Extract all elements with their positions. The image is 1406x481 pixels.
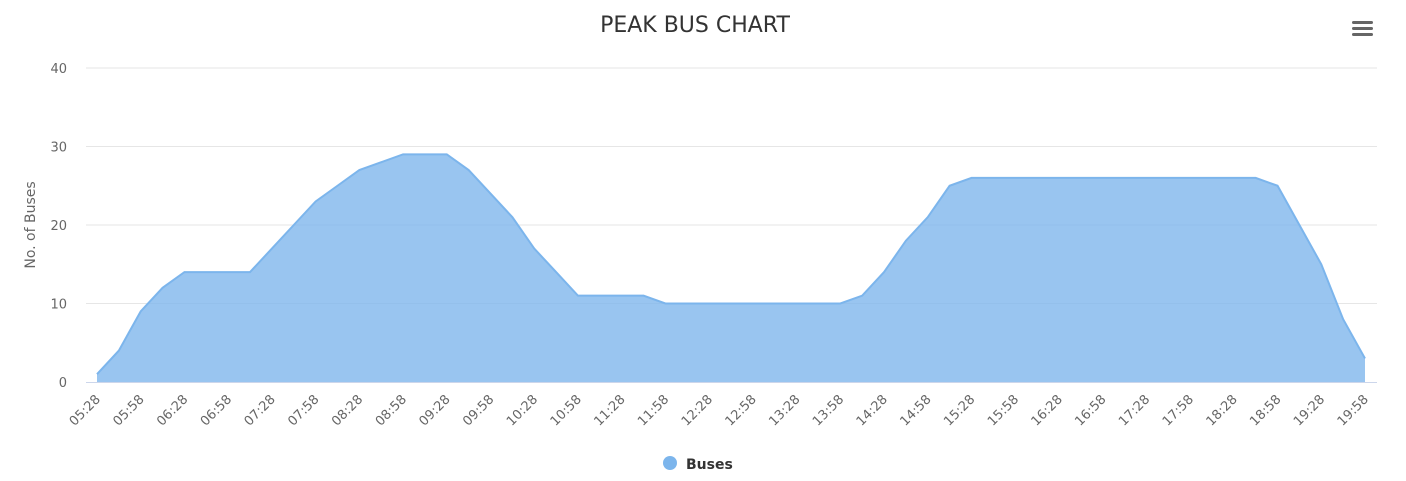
x-tick-label: 17:28 (1116, 392, 1153, 429)
menu-bar (1352, 21, 1373, 24)
x-tick-label: 19:58 (1335, 392, 1372, 429)
y-axis-ticks: 0 10 20 30 40 (50, 62, 67, 391)
x-tick-label: 09:28 (417, 392, 454, 429)
x-tick-label: 06:58 (198, 392, 235, 429)
x-tick-label: 10:28 (504, 392, 541, 429)
y-axis-label: No. of Buses (23, 181, 39, 268)
legend-swatch-buses (663, 456, 677, 470)
x-tick-label: 07:58 (285, 392, 322, 429)
x-tick-label: 16:28 (1029, 392, 1066, 429)
legend[interactable]: Buses (663, 456, 733, 473)
y-tick-label: 10 (50, 298, 67, 313)
area-fill-buses (97, 154, 1365, 382)
x-tick-label: 13:28 (766, 392, 803, 429)
menu-bar (1352, 33, 1373, 36)
x-tick-label: 10:58 (548, 392, 585, 429)
x-tick-label: 05:58 (110, 392, 147, 429)
x-tick-label: 17:58 (1160, 392, 1197, 429)
x-tick-label: 16:58 (1072, 392, 1109, 429)
series-area-buses[interactable] (96, 153, 1366, 382)
y-tick-label: 20 (50, 219, 67, 234)
x-tick-label: 18:58 (1247, 392, 1284, 429)
x-tick-label: 14:28 (854, 392, 891, 429)
x-tick-label: 11:28 (591, 392, 628, 429)
x-tick-label: 11:58 (635, 392, 672, 429)
x-tick-label: 12:58 (723, 392, 760, 429)
x-tick-label: 08:28 (329, 392, 366, 429)
legend-label-buses[interactable]: Buses (686, 457, 733, 473)
y-tick-label: 40 (50, 62, 67, 77)
x-tick-label: 18:28 (1204, 392, 1241, 429)
y-tick-label: 30 (50, 141, 67, 156)
x-tick-label: 06:28 (154, 392, 191, 429)
x-tick-label: 12:28 (679, 392, 716, 429)
x-tick-label: 19:28 (1291, 392, 1328, 429)
chart-title: PEAK BUS CHART (600, 13, 790, 38)
x-axis: 05:28 05:58 06:28 06:58 07:28 07:58 08:28 08:58… (67, 382, 1377, 429)
x-tick-label: 05:28 (67, 392, 104, 429)
y-tick-label: 0 (59, 376, 67, 391)
x-tick-label: 15:58 (985, 392, 1022, 429)
x-tick-label: 07:28 (242, 392, 279, 429)
series-line-buses (96, 153, 1366, 375)
hamburger-menu-icon[interactable] (1344, 12, 1380, 44)
menu-bar (1352, 27, 1373, 30)
x-tick-label: 14:58 (897, 392, 934, 429)
x-tick-label: 09:58 (460, 392, 497, 429)
x-tick-label: 15:28 (941, 392, 978, 429)
x-tick-label: 08:58 (373, 392, 410, 429)
x-tick-label: 13:58 (810, 392, 847, 429)
